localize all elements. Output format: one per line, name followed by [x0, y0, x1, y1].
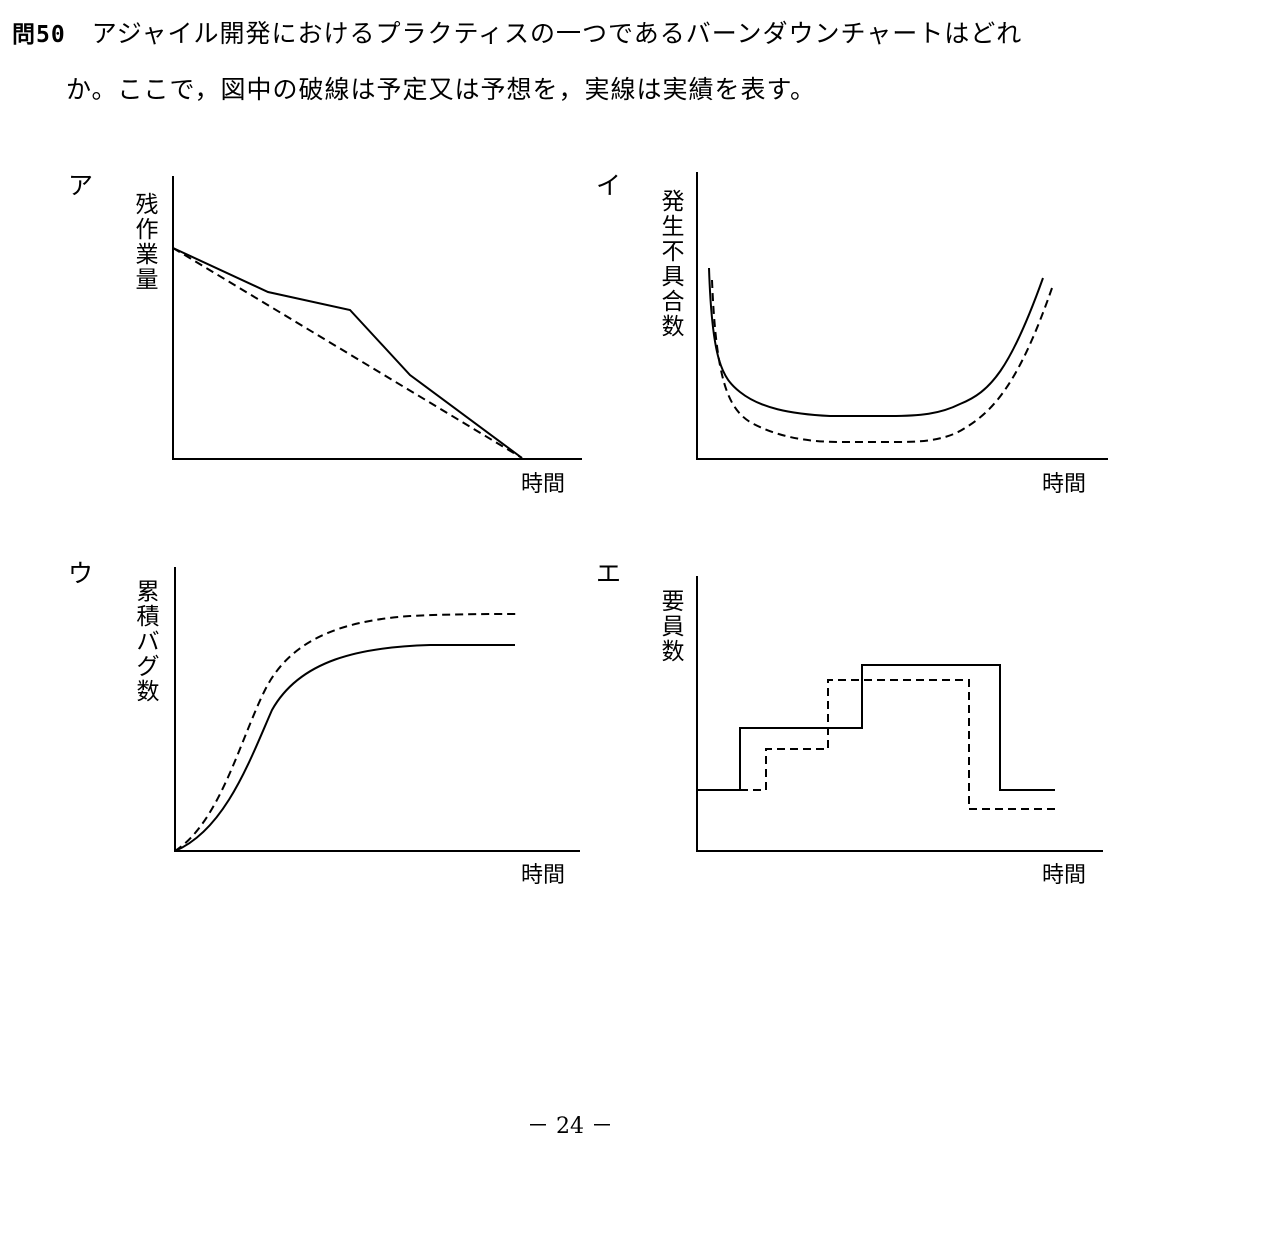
option-e-label: エ: [596, 559, 622, 588]
option-u-xlabel: 時間: [521, 863, 566, 888]
chart-a-axes: [172, 176, 582, 460]
chart-e-planned-line: [740, 679, 1055, 810]
option-i-xlabel: 時間: [1042, 472, 1087, 497]
question-text-1: アジャイル開発におけるプラクティスの一つであるバーンダウンチャートはどれ: [91, 19, 1023, 48]
question-line-2: か。ここで，図中の破線は予定又は予想を，実線は実績を表す。: [66, 75, 817, 104]
chart-a-actual-line: [172, 247, 523, 459]
option-i-label: イ: [596, 171, 622, 200]
chart-u-planned-line: [174, 613, 519, 852]
chart-e-axes: [696, 576, 1103, 852]
question-number: 問50: [12, 22, 66, 48]
question-line-1: 問50 アジャイル開発におけるプラクティスの一つであるバーンダウンチャートはどれ: [12, 14, 1022, 50]
chart-i: [696, 172, 1108, 460]
option-a-label: ア: [68, 171, 94, 200]
option-a-ylabel: 残 作 業 量: [135, 192, 159, 293]
chart-a-planned-line: [172, 247, 523, 459]
page-number: － 24 －: [527, 1114, 613, 1139]
chart-u: [174, 567, 580, 852]
chart-e: [696, 576, 1103, 852]
chart-i-planned-line: [711, 279, 1053, 443]
chart-u-actual-line: [174, 643, 515, 852]
option-i-ylabel: 発 生 不 具 合 数: [661, 189, 685, 340]
option-u-label: ウ: [68, 559, 94, 588]
chart-e-actual-line: [697, 664, 1055, 791]
option-e-ylabel: 要 員 数: [661, 589, 685, 665]
option-a-xlabel: 時間: [521, 472, 566, 497]
option-e-xlabel: 時間: [1042, 863, 1087, 888]
option-u-ylabel: 累 積 バ グ 数: [136, 579, 160, 705]
chart-a: [172, 176, 582, 460]
chart-u-axes: [174, 567, 580, 852]
chart-i-axes: [696, 172, 1108, 460]
chart-i-actual-line: [708, 267, 1044, 417]
